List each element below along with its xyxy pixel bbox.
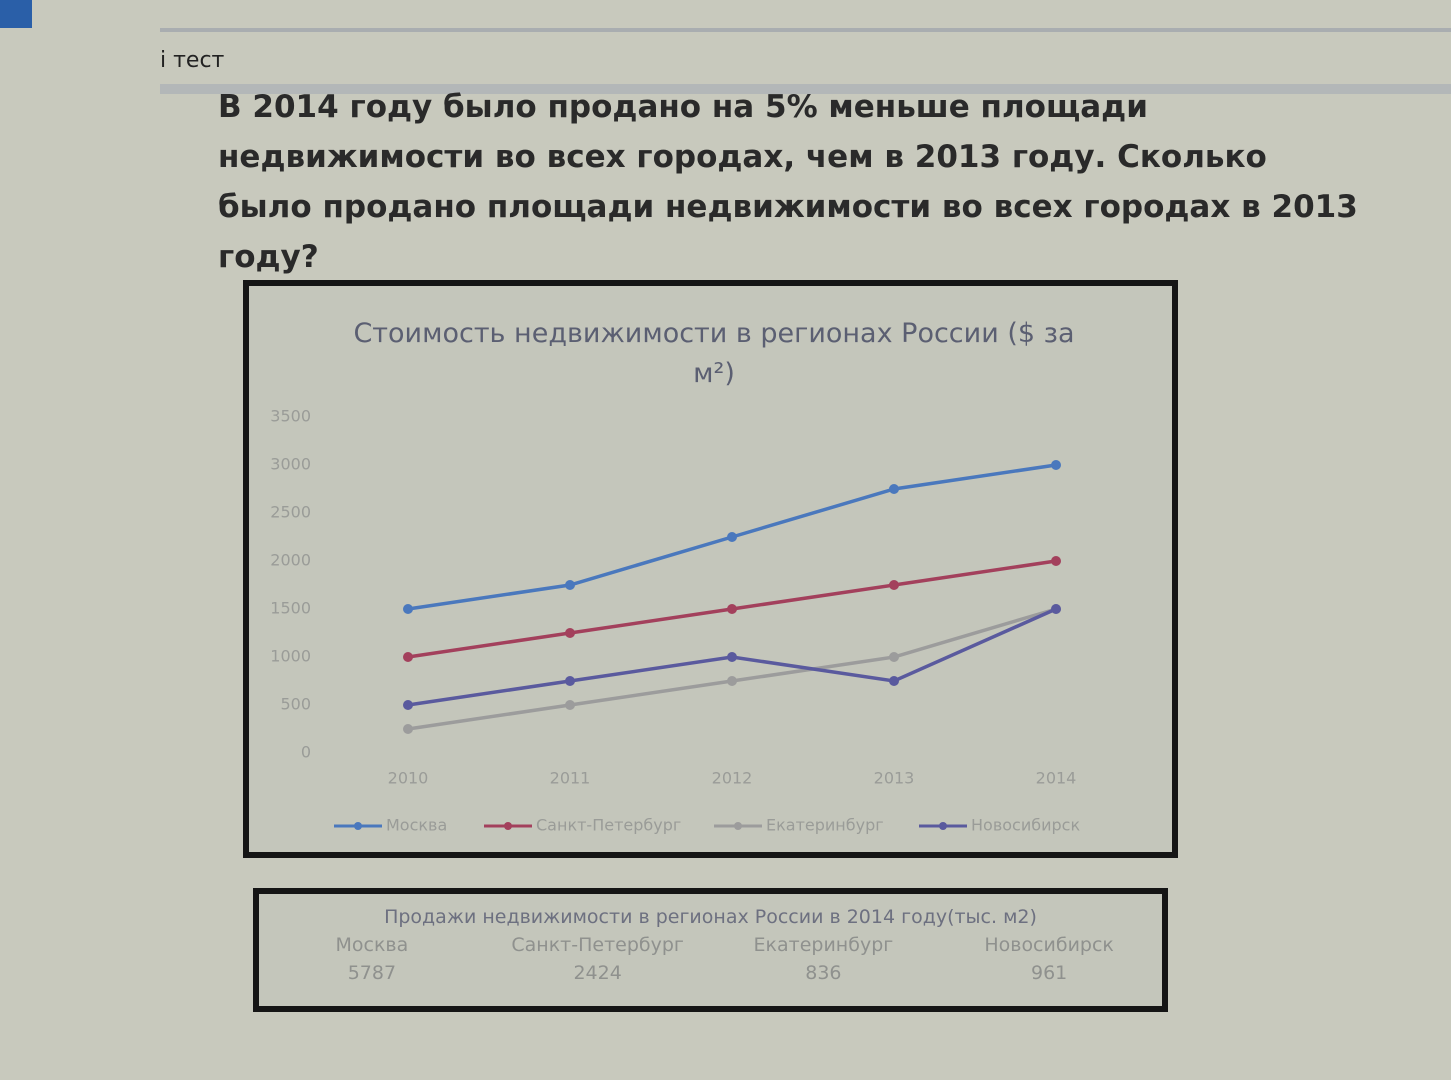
point: [889, 652, 899, 662]
x-tick-label: 2013: [874, 769, 915, 788]
point: [565, 628, 575, 638]
legend-marker: [354, 822, 362, 830]
point: [565, 580, 575, 590]
y-tick-label: 2500: [270, 503, 311, 522]
table-header: Москва Санкт-Петербург Екатеринбург Новосиб…: [259, 934, 1162, 956]
tab-marker: [0, 0, 32, 28]
y-tick-label: 1500: [270, 599, 311, 618]
table-cell: 961: [1030, 962, 1068, 984]
legend-label: Новосибирск: [971, 816, 1080, 835]
header-title: і тест: [160, 48, 225, 73]
series-line: [407, 607, 1057, 731]
y-tick-label: 3000: [270, 455, 311, 474]
sales-table: Продажи недвижимости в регионах России в…: [253, 888, 1168, 1012]
table-cell: 836: [805, 962, 842, 984]
point: [1051, 460, 1061, 470]
point: [403, 700, 413, 710]
y-tick-label: 3500: [270, 407, 311, 426]
table-cell: 2424: [573, 962, 622, 984]
x-tick-label: 2014: [1036, 769, 1077, 788]
column-header: Москва: [335, 934, 409, 956]
point: [403, 652, 413, 662]
divider: [160, 84, 1451, 94]
point: [403, 604, 413, 614]
table-row: 5787 2424 836 961: [259, 962, 1162, 984]
legend-marker: [734, 822, 742, 830]
chart-frame: 0 500 1000 1500 2000 2500 3000 3500 2010 2011 2012…: [243, 280, 1178, 858]
question: В 2014 году было продано на 5% меньше пл…: [218, 89, 1358, 275]
x-tick-label: 2010: [388, 769, 429, 788]
point: [565, 676, 575, 686]
y-tick-label: 1000: [270, 647, 311, 666]
column-header: Санкт-Петербург: [511, 934, 684, 956]
legend-label: Екатеринбург: [766, 816, 884, 835]
point: [889, 580, 899, 590]
point: [889, 676, 899, 686]
table-cell: 5787: [347, 962, 397, 984]
point: [565, 700, 575, 710]
legend-marker: [504, 822, 512, 830]
legend-label: Санкт-Петербург: [536, 816, 681, 835]
x-tick-label: 2011: [550, 769, 591, 788]
point: [727, 532, 737, 542]
column-header: Новосибирск: [984, 934, 1114, 956]
column-header: Екатеринбург: [753, 934, 894, 956]
y-tick-label: 0: [301, 743, 311, 762]
point: [889, 484, 899, 494]
point: [727, 604, 737, 614]
point: [727, 652, 737, 662]
x-tick-label: 2012: [712, 769, 753, 788]
point: [1051, 556, 1061, 566]
point: [403, 724, 413, 734]
legend-label: Москва: [386, 816, 447, 835]
table-title: Продажи недвижимости в регионах России в…: [384, 906, 1037, 928]
divider: [160, 28, 1451, 32]
chart-title: Стоимость недвижимости в регионах России…: [353, 318, 1075, 389]
chart: 0 500 1000 1500 2000 2500 3000 3500 2010 2011 2012…: [270, 407, 1080, 835]
point: [1051, 604, 1061, 614]
y-tick-label: 2000: [270, 551, 311, 570]
y-tick-label: 500: [280, 695, 311, 714]
point: [727, 676, 737, 686]
legend-marker: [939, 822, 947, 830]
